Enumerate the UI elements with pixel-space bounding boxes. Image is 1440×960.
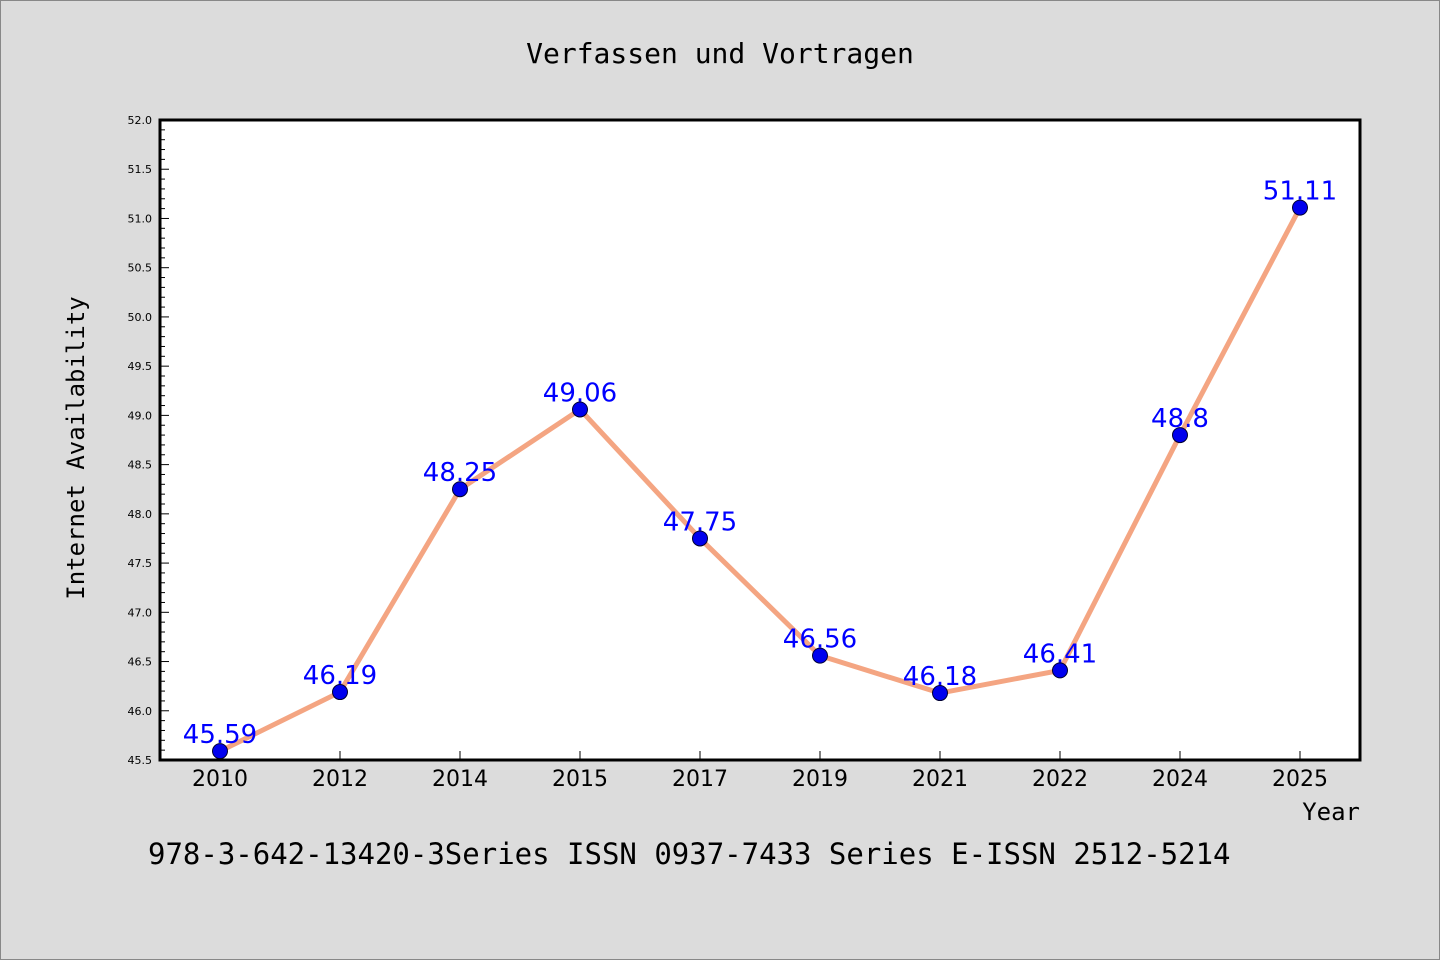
y-tick-label: 49.0 <box>128 409 153 422</box>
y-tick-label: 48.5 <box>128 459 153 472</box>
data-point-marker <box>572 401 588 418</box>
data-point-label: 48.8 <box>1151 404 1209 434</box>
data-point-marker <box>1172 427 1188 444</box>
data-point-marker <box>332 684 348 701</box>
data-point-marker <box>1052 662 1068 679</box>
data-markers <box>212 199 1308 760</box>
y-tick-label: 50.5 <box>128 262 153 275</box>
x-tick-label: 2024 <box>1152 767 1208 792</box>
chart-title: Verfassen und Vortragen <box>526 37 914 70</box>
y-tick-label: 52.0 <box>128 114 153 127</box>
data-point-label: 46.56 <box>783 625 857 655</box>
data-point-marker <box>452 481 468 498</box>
x-tick-label: 2019 <box>792 767 848 792</box>
plot-area <box>160 120 1360 760</box>
x-tick-label: 2022 <box>1032 767 1088 792</box>
x-axis-ticks: 2010 2012 2014 2015 2017 2019 2021 2022 2024 2025 <box>192 751 1328 792</box>
x-axis-label: Year <box>1302 798 1360 826</box>
footer-isbn-issn: 978-3-642-13420-3Series ISSN 0937-7433 S… <box>148 837 1231 871</box>
y-tick-label: 48.0 <box>128 508 153 521</box>
data-point-label: 46.18 <box>903 662 977 692</box>
x-tick-label: 2017 <box>672 767 728 792</box>
x-tick-label: 2025 <box>1272 767 1328 792</box>
data-point-label: 51.11 <box>1263 177 1337 207</box>
data-point-marker <box>692 530 708 547</box>
y-tick-label: 50.0 <box>128 311 153 324</box>
y-tick-label: 47.0 <box>128 606 153 619</box>
x-tick-label: 2010 <box>192 767 248 792</box>
y-axis-ticks: 45.5 46.0 46.5 47.0 47.5 48.0 48.5 49.0 49.5 50.0… <box>128 114 169 767</box>
y-tick-label: 46.0 <box>128 705 153 718</box>
data-point-label: 46.19 <box>303 661 377 691</box>
y-tick-label: 46.5 <box>128 656 153 669</box>
series-line <box>217 205 1303 754</box>
data-point-label: 48.25 <box>423 458 497 488</box>
y-tick-label: 45.5 <box>128 754 153 767</box>
x-tick-label: 2014 <box>432 767 488 792</box>
data-labels: 45.59 46.19 48.25 49.06 47.75 46.56 46.18 46.41… <box>183 177 1337 751</box>
plot-border <box>158 118 1362 762</box>
data-point-marker <box>1292 199 1308 216</box>
x-tick-label: 2012 <box>312 767 368 792</box>
data-point-marker <box>932 685 948 702</box>
data-point-label: 45.59 <box>183 720 257 750</box>
y-axis-label: Internet Availability <box>62 296 90 599</box>
data-point-label: 49.06 <box>543 378 617 408</box>
y-tick-label: 47.5 <box>128 557 153 570</box>
data-point-label: 47.75 <box>663 507 737 537</box>
series-line-group <box>217 205 1303 754</box>
y-tick-label: 49.5 <box>128 360 153 373</box>
x-tick-label: 2021 <box>912 767 968 792</box>
y-tick-label: 51.5 <box>128 163 153 176</box>
data-point-marker <box>812 647 828 664</box>
y-tick-label: 51.0 <box>128 212 153 225</box>
data-point-label: 46.41 <box>1023 639 1097 669</box>
x-tick-label: 2015 <box>552 767 608 792</box>
